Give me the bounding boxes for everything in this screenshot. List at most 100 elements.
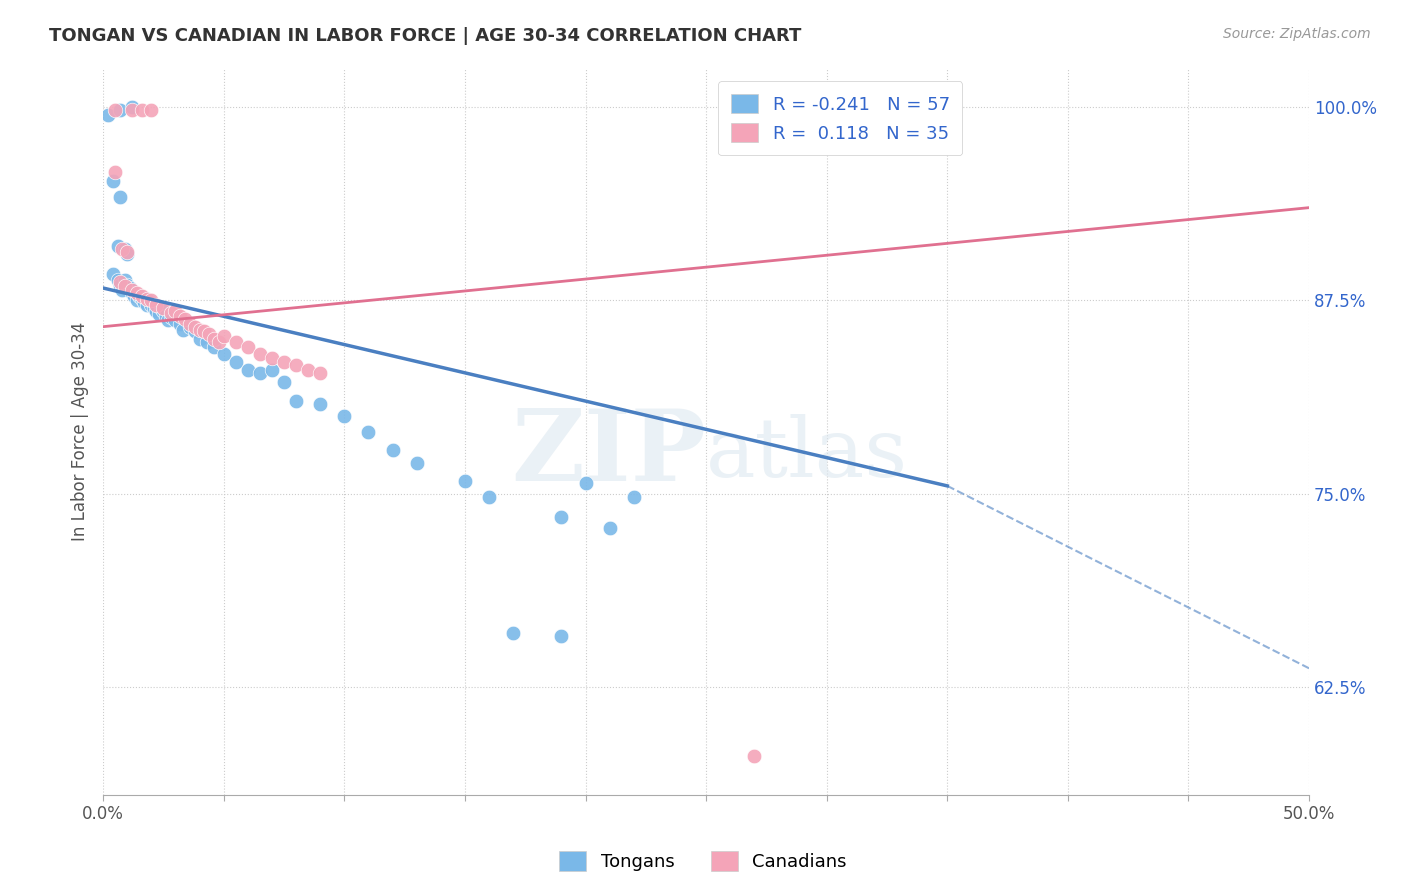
Tongans (134, 294, 156, 309)
Tongans (111, 283, 134, 297)
Canadians (169, 309, 191, 323)
Tongans (150, 301, 173, 315)
Tongans (97, 108, 120, 122)
Tongans (285, 393, 308, 408)
Tongans (599, 521, 621, 535)
Tongans (107, 239, 129, 253)
Canadians (131, 103, 153, 118)
Tongans (333, 409, 356, 424)
Text: Source: ZipAtlas.com: Source: ZipAtlas.com (1223, 27, 1371, 41)
Canadians (225, 335, 247, 350)
Tongans (225, 355, 247, 369)
Tongans (145, 304, 167, 318)
Canadians (141, 103, 163, 118)
Canadians (236, 340, 259, 354)
Canadians (121, 103, 143, 118)
Canadians (212, 329, 235, 343)
Tongans (128, 289, 150, 303)
Canadians (174, 312, 197, 326)
Tongans (159, 310, 181, 325)
Canadians (131, 289, 153, 303)
Canadians (188, 323, 211, 337)
Canadians (159, 306, 181, 320)
Tongans (155, 309, 177, 323)
Tongans (142, 301, 165, 315)
Tongans (117, 247, 139, 261)
Legend: Tongans, Canadians: Tongans, Canadians (553, 844, 853, 879)
Tongans (169, 317, 191, 331)
Tongans (550, 629, 572, 643)
Tongans (148, 307, 170, 321)
Tongans (202, 340, 225, 354)
Tongans (172, 323, 194, 337)
Text: ZIP: ZIP (512, 405, 706, 502)
Tongans (165, 313, 187, 327)
Tongans (236, 363, 259, 377)
Tongans (478, 490, 501, 504)
Canadians (179, 317, 201, 331)
Canadians (152, 301, 174, 315)
Tongans (357, 425, 380, 439)
Canadians (145, 298, 167, 312)
Tongans (107, 273, 129, 287)
Canadians (193, 324, 215, 338)
Tongans (454, 475, 477, 489)
Y-axis label: In Labor Force | Age 30-34: In Labor Force | Age 30-34 (72, 322, 89, 541)
Tongans (114, 273, 136, 287)
Canadians (744, 749, 766, 764)
Canadians (297, 363, 319, 377)
Text: TONGAN VS CANADIAN IN LABOR FORCE | AGE 30-34 CORRELATION CHART: TONGAN VS CANADIAN IN LABOR FORCE | AGE … (49, 27, 801, 45)
Tongans (108, 103, 131, 118)
Canadians (104, 165, 127, 179)
Tongans (121, 285, 143, 300)
Tongans (405, 456, 427, 470)
Tongans (550, 509, 572, 524)
Tongans (249, 366, 271, 380)
Tongans (121, 100, 143, 114)
Canadians (285, 359, 308, 373)
Tongans (108, 190, 131, 204)
Canadians (249, 347, 271, 361)
Canadians (141, 293, 163, 308)
Tongans (184, 324, 207, 338)
Canadians (111, 243, 134, 257)
Tongans (212, 347, 235, 361)
Canadians (114, 279, 136, 293)
Tongans (124, 289, 146, 303)
Tongans (131, 292, 153, 306)
Tongans (108, 277, 131, 292)
Tongans (157, 313, 180, 327)
Tongans (309, 397, 332, 411)
Canadians (202, 332, 225, 346)
Tongans (125, 293, 148, 308)
Tongans (574, 475, 596, 490)
Tongans (195, 335, 218, 350)
Tongans (101, 267, 124, 281)
Canadians (108, 275, 131, 289)
Tongans (152, 304, 174, 318)
Legend: R = -0.241   N = 57, R =  0.118   N = 35: R = -0.241 N = 57, R = 0.118 N = 35 (718, 81, 962, 155)
Tongans (141, 298, 163, 312)
Canadians (198, 327, 221, 342)
Canadians (208, 335, 231, 350)
Canadians (165, 304, 187, 318)
Tongans (114, 243, 136, 257)
Canadians (125, 285, 148, 300)
Tongans (260, 363, 283, 377)
Tongans (623, 490, 645, 504)
Canadians (135, 292, 157, 306)
Canadians (273, 355, 295, 369)
Tongans (101, 174, 124, 188)
Tongans (179, 319, 201, 334)
Canadians (184, 319, 207, 334)
Tongans (118, 281, 141, 295)
Canadians (121, 283, 143, 297)
Canadians (104, 103, 127, 118)
Tongans (381, 443, 404, 458)
Tongans (135, 298, 157, 312)
Text: atlas: atlas (706, 414, 908, 493)
Tongans (273, 376, 295, 390)
Canadians (260, 351, 283, 365)
Canadians (117, 245, 139, 260)
Tongans (117, 277, 139, 292)
